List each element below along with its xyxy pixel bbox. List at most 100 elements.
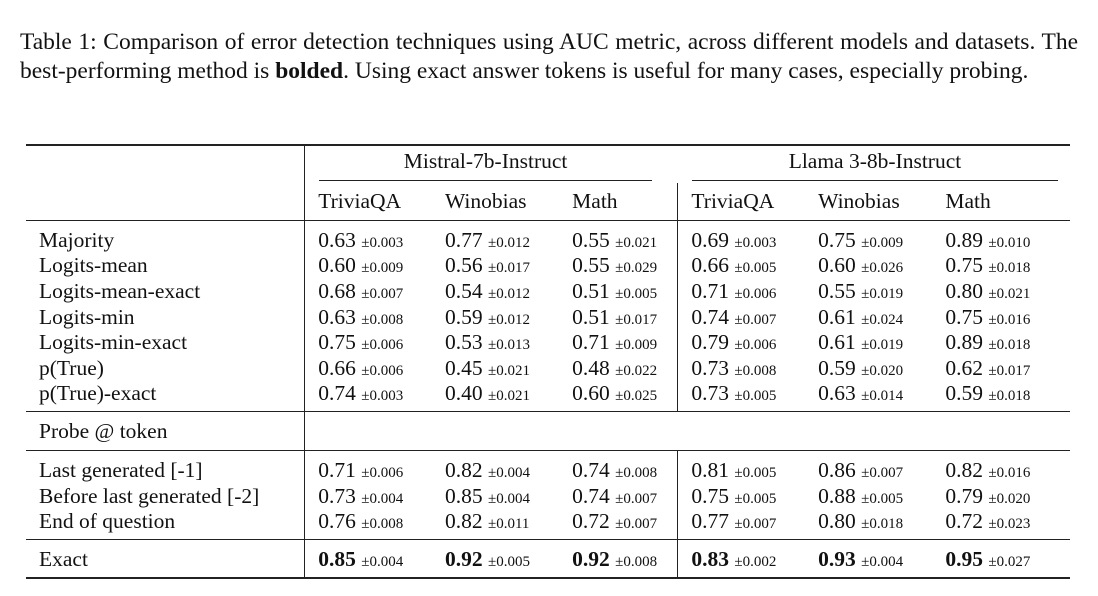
score-std: ±0.014 [861,388,904,405]
score-std: ±0.004 [361,490,404,507]
score-value: 0.73 [691,381,730,406]
score-value: 0.66 [691,253,730,278]
row-label: p(True) [39,356,104,381]
score-std: ±0.004 [861,554,904,571]
score-cell: 0.66 ±0.005 [677,253,806,279]
score-value: 0.86 [818,458,856,483]
score-std: ±0.026 [861,260,904,277]
row-label: Majority [39,228,115,252]
score-cell: 0.40 ±0.021 [431,381,560,413]
score-std: ±0.009 [615,337,658,354]
score-std: ±0.018 [861,516,904,533]
score-std: ±0.021 [487,388,530,405]
score-value: 0.59 [444,304,483,329]
score-std: ±0.012 [487,286,530,303]
score-value: 0.89 [945,228,983,252]
score-cell: 0.61 ±0.019 [805,330,932,356]
score-std: ±0.003 [361,388,404,405]
score-cell: 0.81 ±0.005 [677,450,806,484]
score-std: ±0.011 [487,516,530,533]
score-value: 0.75 [945,304,983,329]
row-label: End of question [26,509,305,541]
score-value: 0.71 [691,279,730,304]
score-cell: 0.85 ±0.004 [304,539,432,580]
score-cell: 0.93 ±0.004 [805,539,933,580]
score-std: ±0.023 [988,516,1031,533]
score-cell: 0.75 ±0.018 [932,253,1070,279]
score-cell: 0.88 ±0.005 [805,483,932,509]
score-value: 0.75 [691,483,730,508]
score-std: ±0.006 [361,465,404,482]
score-value: 0.40 [444,381,483,406]
score-std: ±0.027 [988,554,1031,571]
score-value: 0.77 [691,509,730,534]
score-cell: 0.55 ±0.019 [805,279,932,305]
score-std: ±0.006 [361,363,404,380]
score-cell: 0.73 ±0.008 [677,355,806,382]
score-cell: 0.61 ±0.024 [805,304,932,330]
score-value: 0.82 [444,509,483,534]
score-cell: 0.92 ±0.008 [559,539,678,580]
score-std: ±0.007 [734,516,777,533]
score-std: ±0.005 [734,260,777,277]
dataset-header: Winobias [805,183,933,221]
score-std: ±0.009 [361,260,404,277]
dataset-header: Winobias [431,183,560,221]
score-value: 0.89 [945,330,983,355]
model-header-mistral: Mistral-7b-Instruct [319,149,652,181]
dataset-header: Math [559,183,678,221]
score-cell: 0.74 ±0.007 [559,483,678,509]
score-std: ±0.005 [734,388,777,405]
score-std: ±0.012 [487,311,530,328]
score-value: 0.82 [945,458,983,483]
score-std: ±0.003 [361,235,404,251]
score-std: ±0.005 [615,286,658,303]
score-cell: 0.59 ±0.012 [432,304,559,330]
table-row: p(True)-exact 0.74 ±0.003 0.40 ±0.021 0.60 … [26,381,1070,413]
score-std: ±0.008 [615,554,658,571]
score-value: 0.55 [572,228,610,252]
score-cell: 0.62 ±0.017 [932,356,1070,382]
table-row: Exact 0.85 ±0.004 0.92 ±0.005 0.92 ±0.008 0.… [26,539,1070,580]
score-cell: 0.75 ±0.005 [677,483,806,510]
score-std: ±0.022 [615,363,658,380]
model-header-llama: Llama 3-8b-Instruct [691,149,1058,181]
score-value: 0.74 [318,381,356,406]
score-std: ±0.020 [861,363,904,380]
score-cell: 0.51 ±0.005 [559,279,678,305]
score-cell: 0.76 ±0.008 [304,509,432,541]
score-cell: 0.82 ±0.011 [431,509,560,541]
score-std: ±0.021 [615,235,658,251]
score-cell: 0.75 ±0.009 [805,221,932,254]
score-std: ±0.012 [487,235,530,251]
score-cell: 0.74 ±0.007 [677,304,806,331]
exact-section: Exact 0.85 ±0.004 0.92 ±0.005 0.92 ±0.008 0.… [26,539,1070,580]
score-cell: 0.86 ±0.007 [805,451,932,484]
score-cell: 0.71 ±0.009 [559,330,678,356]
caption-text-1: Table 1: Comparison of error detection t… [20,29,1078,84]
score-cell: 0.75 ±0.016 [932,304,1070,330]
score-value: 0.63 [818,381,856,406]
table-row: p(True) 0.66 ±0.006 0.45 ±0.021 0.48 ±0.022… [26,355,1070,382]
score-cell: 0.72 ±0.007 [559,509,678,541]
score-std: ±0.007 [734,311,777,328]
score-value: 0.60 [572,381,610,406]
score-value: 0.74 [572,483,610,508]
score-value: 0.59 [945,381,983,406]
score-cell: 0.73 ±0.005 [677,381,806,413]
score-std: ±0.019 [861,337,904,354]
score-std: ±0.018 [988,337,1031,354]
table-row: Logits-mean 0.60 ±0.009 0.56 ±0.017 0.55 ±0… [26,253,1070,279]
score-cell: 0.72 ±0.023 [932,509,1070,541]
score-cell: 0.56 ±0.017 [432,253,559,279]
caption-text-2: . Using exact answer tokens is useful fo… [343,58,1029,84]
score-cell: 0.89 ±0.010 [932,221,1070,254]
score-value: 0.68 [318,279,356,304]
score-value: 0.81 [691,458,730,483]
score-cell: 0.80 ±0.018 [805,509,933,541]
score-std: ±0.017 [988,363,1031,380]
score-cell: 0.69 ±0.003 [677,220,806,253]
caption-bold-word: bolded [275,58,344,84]
score-cell: 0.51 ±0.017 [559,304,678,330]
dataset-header: TriviaQA [677,183,806,221]
